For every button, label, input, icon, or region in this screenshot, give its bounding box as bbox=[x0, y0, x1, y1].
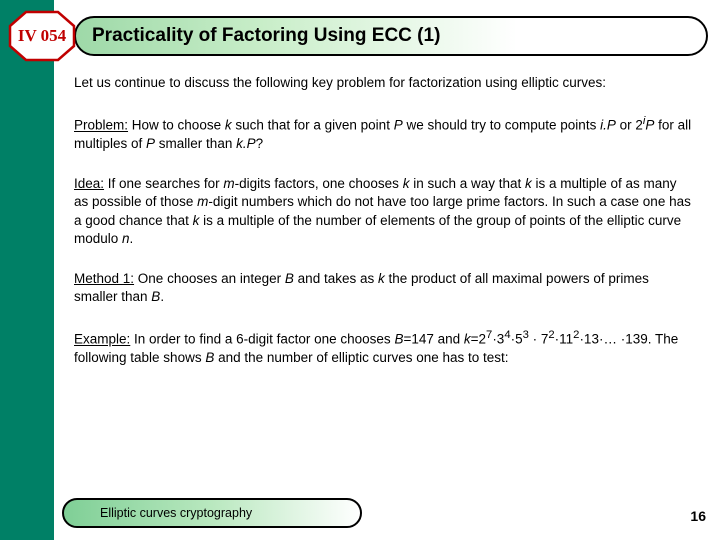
content-area: Let us continue to discuss the following… bbox=[74, 74, 694, 389]
idea-n: n bbox=[122, 231, 130, 246]
idea-label: Idea: bbox=[74, 176, 104, 191]
idea-pre: If one searches for bbox=[104, 176, 223, 191]
example-k: k bbox=[464, 332, 471, 347]
title-pill: Practicality of Factoring Using ECC (1) bbox=[74, 16, 708, 56]
problem-mid1: such that for a given point bbox=[232, 118, 394, 133]
badge-label: IV 054 bbox=[8, 10, 76, 62]
method-paragraph: Method 1: One chooses an integer B and t… bbox=[74, 270, 694, 306]
example-paragraph: Example: In order to find a 6-digit fact… bbox=[74, 328, 694, 367]
example-t1: In order to find a 6-digit factor one ch… bbox=[130, 332, 394, 347]
example-t3: =2 bbox=[471, 332, 486, 347]
title-container: Practicality of Factoring Using ECC (1) … bbox=[10, 16, 708, 56]
footer-pill: Elliptic curves cryptography bbox=[62, 498, 362, 528]
problem-mid2: we should try to compute points bbox=[403, 118, 600, 133]
problem-pre: How to choose bbox=[128, 118, 225, 133]
problem-paragraph: Problem: How to choose k such that for a… bbox=[74, 114, 694, 153]
problem-P3: P bbox=[146, 136, 155, 151]
intro-paragraph: Let us continue to discuss the following… bbox=[74, 74, 694, 92]
method-label: Method 1: bbox=[74, 271, 134, 286]
problem-q: ? bbox=[256, 136, 264, 151]
problem-P1: P bbox=[394, 118, 403, 133]
problem-mid4: smaller than bbox=[155, 136, 236, 151]
method-t1: and takes as bbox=[294, 271, 378, 286]
problem-k1: k bbox=[225, 118, 232, 133]
example-B2: B bbox=[205, 350, 214, 365]
problem-or: or 2 bbox=[616, 118, 643, 133]
method-k: k bbox=[378, 271, 385, 286]
example-t6: · 7 bbox=[529, 332, 549, 347]
example-label: Example: bbox=[74, 332, 130, 347]
footer-text: Elliptic curves cryptography bbox=[100, 506, 252, 520]
method-B: B bbox=[285, 271, 294, 286]
example-t7: ·11 bbox=[555, 332, 574, 347]
idea-k2: k bbox=[525, 176, 532, 191]
problem-iP: i.P bbox=[600, 118, 616, 133]
example-t9: and the number of elliptic curves one ha… bbox=[214, 350, 508, 365]
idea-end: . bbox=[130, 231, 134, 246]
problem-label: Problem: bbox=[74, 118, 128, 133]
idea-t1: -digits factors, one chooses bbox=[235, 176, 403, 191]
example-t5: ·5 bbox=[511, 332, 523, 347]
page-number: 16 bbox=[690, 508, 706, 524]
slide-title: Practicality of Factoring Using ECC (1) bbox=[92, 25, 440, 47]
idea-t2: in such a way that bbox=[409, 176, 525, 191]
idea-m1: m bbox=[223, 176, 234, 191]
left-green-bar bbox=[0, 0, 54, 540]
idea-paragraph: Idea: If one searches for m-digits facto… bbox=[74, 175, 694, 248]
intro-text: Let us continue to discuss the following… bbox=[74, 75, 606, 90]
example-t4: ·3 bbox=[492, 332, 504, 347]
idea-m2: m bbox=[197, 194, 208, 209]
method-end: . bbox=[160, 289, 164, 304]
method-B2: B bbox=[151, 289, 160, 304]
method-pre: One chooses an integer bbox=[134, 271, 285, 286]
example-t2: =147 and bbox=[403, 332, 463, 347]
problem-kP: k.P bbox=[236, 136, 256, 151]
badge-octagon: IV 054 bbox=[8, 10, 76, 62]
